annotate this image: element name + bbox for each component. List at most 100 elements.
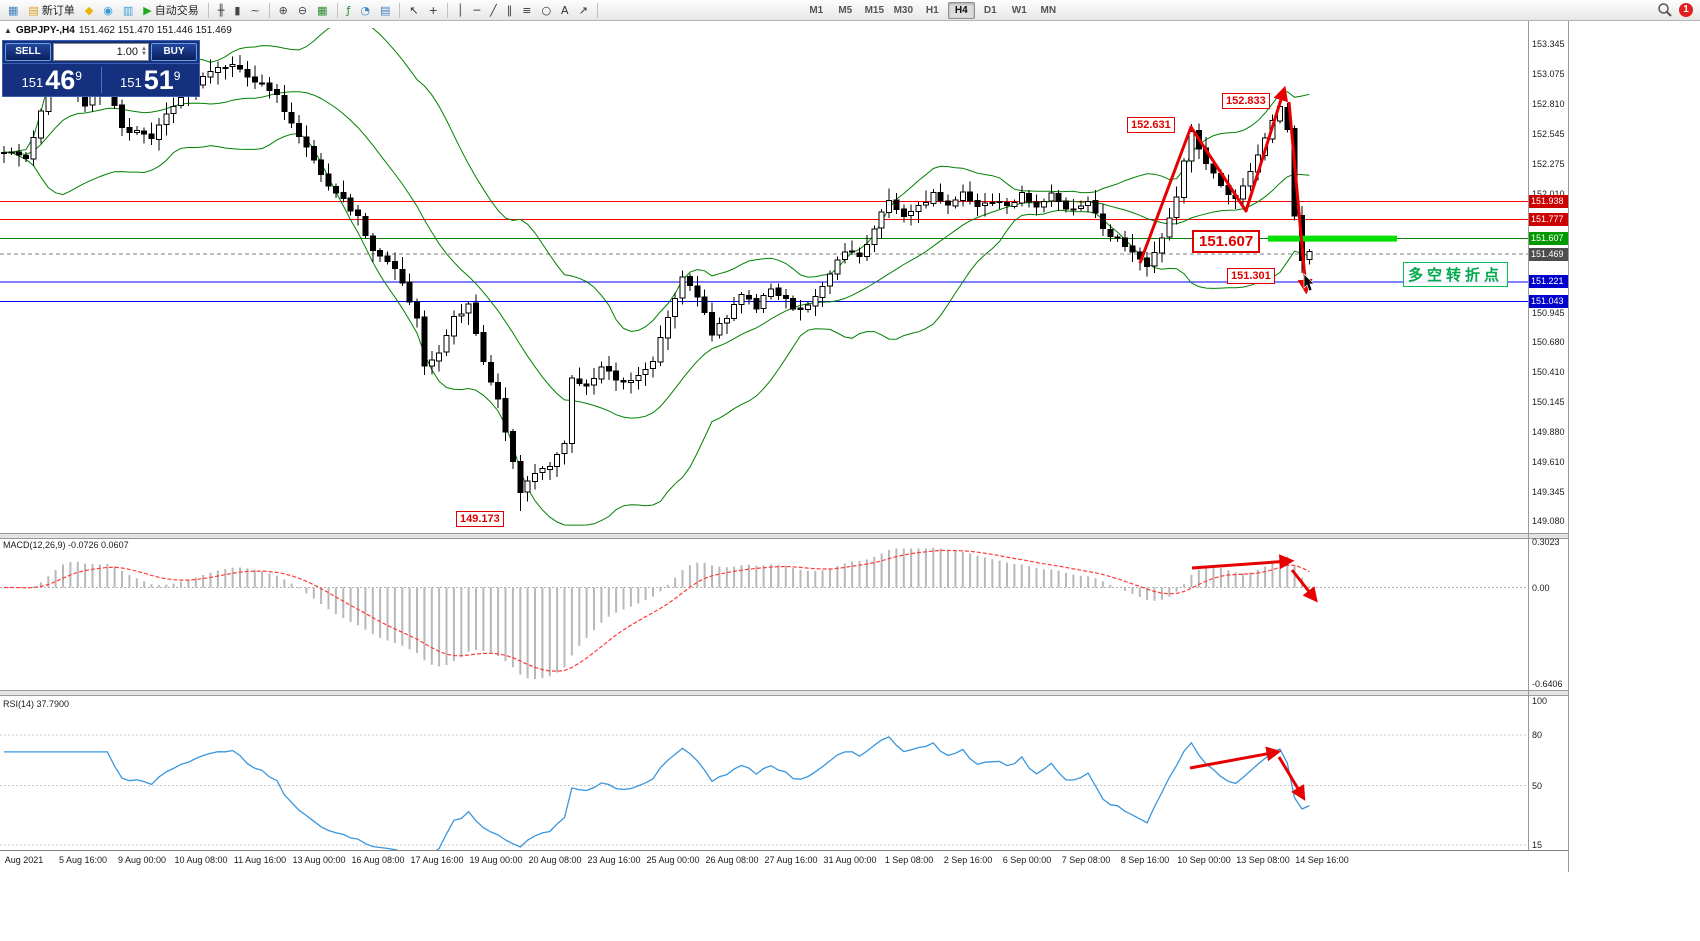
- time-label[interactable]: 20 Aug 08:00: [528, 855, 582, 865]
- data-window-button[interactable]: ▥: [119, 1, 137, 20]
- chart-annotation[interactable]: 151.301: [1227, 268, 1275, 284]
- time-label[interactable]: 25 Aug 00:00: [646, 855, 700, 865]
- chart-annotation[interactable]: 多空转折点: [1403, 262, 1509, 287]
- price-tick[interactable]: 152.275: [1532, 158, 1565, 169]
- rsi-scale-tick[interactable]: 80: [1532, 729, 1543, 740]
- indicators-button[interactable]: ƒ: [343, 1, 355, 20]
- arrows-tool-button[interactable]: ↗: [575, 1, 592, 20]
- time-label[interactable]: 10 Sep 00:00: [1177, 855, 1231, 865]
- trendline-button[interactable]: ╱: [486, 1, 501, 20]
- time-label[interactable]: 8 Sep 16:00: [1120, 855, 1170, 865]
- notification-badge[interactable]: 1: [1679, 3, 1693, 17]
- price-tick[interactable]: 153.075: [1532, 69, 1565, 80]
- time-label[interactable]: 1 Sep 08:00: [884, 855, 934, 865]
- time-label[interactable]: 23 Aug 16:00: [587, 855, 641, 865]
- volume-input[interactable]: 1.00 ▲ ▼: [53, 43, 149, 61]
- trend-arrows[interactable]: [1138, 85, 1313, 295]
- favorites-button[interactable]: ◆: [81, 1, 97, 20]
- main-price-chart[interactable]: [0, 28, 1528, 533]
- cursor-button[interactable]: ↖: [405, 1, 422, 20]
- price-tick[interactable]: 149.610: [1532, 456, 1565, 467]
- tf-m5-button[interactable]: M5: [838, 4, 853, 16]
- crosshair-button[interactable]: +: [425, 1, 442, 20]
- horizontal-line-button[interactable]: ─: [469, 1, 484, 20]
- chart-annotation[interactable]: 149.173: [456, 511, 504, 527]
- time-label[interactable]: 13 Sep 08:00: [1236, 855, 1290, 865]
- price-tick[interactable]: 150.145: [1532, 397, 1565, 408]
- spinner-down-icon[interactable]: ▼: [141, 51, 147, 57]
- time-label[interactable]: 11 Aug 16:00: [233, 855, 287, 865]
- macd-scale-tick[interactable]: 0.00: [1532, 582, 1550, 593]
- time-label[interactable]: 9 Aug 00:00: [117, 855, 167, 865]
- tf-m30-button[interactable]: M30: [893, 4, 914, 16]
- tile-windows-button[interactable]: ▦: [313, 1, 331, 20]
- chart-annotation[interactable]: 151.607: [1192, 230, 1261, 253]
- rsi-scale-tick[interactable]: 15: [1532, 840, 1543, 850]
- time-label[interactable]: 14 Sep 16:00: [1295, 855, 1349, 865]
- panel-splitter-macd[interactable]: [0, 533, 1568, 539]
- bar-chart-button[interactable]: ╫: [214, 1, 229, 20]
- fibonacci-button[interactable]: ≡: [518, 1, 535, 20]
- new-chart-button[interactable]: ▦: [4, 1, 22, 20]
- macd-scale-tick[interactable]: 0.3023: [1532, 537, 1560, 547]
- tf-w1-button[interactable]: W1: [1011, 4, 1027, 16]
- chart-annotation[interactable]: 152.833: [1222, 93, 1270, 109]
- autotrading-button[interactable]: ▶ 自动交易: [139, 1, 202, 20]
- time-label[interactable]: 2 Sep 16:00: [943, 855, 993, 865]
- trend-arrows[interactable]: [1191, 554, 1318, 603]
- price-tick[interactable]: 153.345: [1532, 39, 1565, 50]
- price-tick[interactable]: 150.410: [1532, 367, 1565, 378]
- templates-button[interactable]: ▤: [376, 1, 394, 20]
- price-tick[interactable]: 150.945: [1532, 307, 1565, 318]
- search-icon[interactable]: [1657, 2, 1673, 18]
- periods-button[interactable]: ◔: [356, 1, 374, 20]
- tf-h1-button[interactable]: H1: [925, 4, 939, 16]
- zoom-out-button[interactable]: ⊖: [294, 1, 311, 20]
- time-label[interactable]: 17 Aug 16:00: [410, 855, 464, 865]
- time-label[interactable]: 19 Aug 00:00: [469, 855, 523, 865]
- spinner-up-icon[interactable]: ▲: [141, 46, 147, 52]
- new-order-button[interactable]: ▤ 新订单: [24, 1, 78, 20]
- sell-price[interactable]: 151 46 9: [3, 64, 101, 96]
- time-label[interactable]: 27 Aug 16:00: [764, 855, 818, 865]
- tf-d1-button[interactable]: D1: [983, 4, 997, 16]
- price-tick[interactable]: 152.810: [1532, 99, 1565, 110]
- macd-scale-tick[interactable]: -0.6406: [1532, 679, 1563, 689]
- time-label[interactable]: 7 Sep 08:00: [1061, 855, 1111, 865]
- rsi-scale-tick[interactable]: 100: [1532, 696, 1548, 706]
- tf-mn-button[interactable]: MN: [1040, 4, 1057, 16]
- tf-m15-button[interactable]: M15: [864, 4, 885, 16]
- bollinger-bands[interactable]: [3, 28, 1310, 526]
- chart-annotation[interactable]: 152.631: [1127, 117, 1175, 133]
- collapse-panel-icon[interactable]: ▲: [4, 26, 12, 35]
- shapes-button[interactable]: ○: [537, 1, 555, 20]
- vertical-line-button[interactable]: │: [453, 1, 468, 20]
- buy-button[interactable]: BUY: [151, 43, 197, 61]
- trend-arrows[interactable]: [1189, 746, 1306, 801]
- tf-h4-button[interactable]: H4: [947, 1, 975, 19]
- candlestick-chart-button[interactable]: ▮: [230, 1, 244, 20]
- zoom-in-button[interactable]: ⊕: [275, 1, 292, 20]
- time-label[interactable]: 26 Aug 08:00: [705, 855, 759, 865]
- buy-price[interactable]: 151 51 9: [102, 64, 200, 96]
- time-label[interactable]: Aug 2021: [4, 855, 44, 865]
- rsi-scale-tick[interactable]: 50: [1532, 780, 1543, 791]
- profiles-button[interactable]: ◉: [99, 1, 117, 20]
- price-tick[interactable]: 150.680: [1532, 337, 1565, 348]
- time-label[interactable]: 31 Aug 00:00: [823, 855, 877, 865]
- line-chart-button[interactable]: ~: [246, 1, 263, 20]
- price-tick[interactable]: 152.010: [1532, 188, 1565, 199]
- text-label-button[interactable]: A: [557, 1, 573, 20]
- volume-spinner[interactable]: ▲ ▼: [141, 46, 147, 57]
- price-tick[interactable]: 149.080: [1532, 516, 1565, 527]
- rsi-panel[interactable]: [0, 696, 1528, 850]
- channel-button[interactable]: ∥: [503, 1, 517, 20]
- price-tick[interactable]: 152.545: [1532, 128, 1565, 139]
- price-tick[interactable]: 149.345: [1532, 486, 1565, 497]
- time-label[interactable]: 16 Aug 08:00: [351, 855, 405, 865]
- time-label[interactable]: 5 Aug 16:00: [58, 855, 108, 865]
- panel-splitter-rsi[interactable]: [0, 690, 1568, 696]
- sell-button[interactable]: SELL: [5, 43, 51, 61]
- time-label[interactable]: 6 Sep 00:00: [1002, 855, 1052, 865]
- macd-panel[interactable]: [0, 538, 1528, 690]
